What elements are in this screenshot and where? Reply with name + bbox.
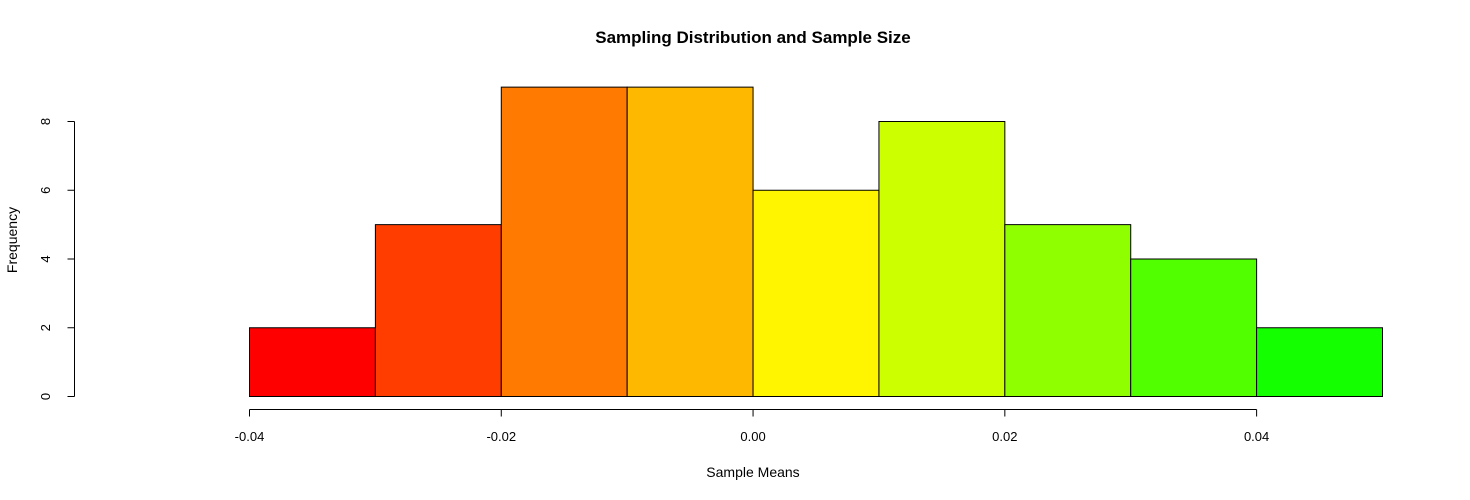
histogram-bar-1 <box>249 327 376 397</box>
y-tick-label-5: 8 <box>38 118 53 125</box>
histogram-bar-8 <box>1130 258 1258 397</box>
y-tick-label-2: 2 <box>38 324 53 331</box>
y-tick-label-1: 0 <box>38 393 53 400</box>
x-tick-label-5: 0.04 <box>1244 429 1269 444</box>
x-tick-label-4: 0.02 <box>992 429 1017 444</box>
bars-group <box>249 86 1383 397</box>
histogram-bar-9 <box>1256 327 1383 397</box>
x-tick-label-2: -0.02 <box>486 429 516 444</box>
histogram-bar-7 <box>1004 224 1132 397</box>
x-axis-label: Sample Means <box>706 464 799 480</box>
y-tick-label-3: 4 <box>38 255 53 262</box>
chart-title: Sampling Distribution and Sample Size <box>595 28 911 47</box>
x-tick-label-1: -0.04 <box>235 429 265 444</box>
y-tick-label-4: 6 <box>38 187 53 194</box>
x-tick-label-3: 0.00 <box>740 429 765 444</box>
histogram-bar-6 <box>878 121 1006 397</box>
histogram-bar-4 <box>626 86 754 397</box>
histogram-bar-2 <box>374 224 502 397</box>
y-axis-label: Frequency <box>4 207 20 273</box>
y-axis: 0 2 4 6 8 <box>38 118 75 400</box>
x-axis: -0.04 -0.02 0.00 0.02 0.04 <box>235 409 1269 444</box>
histogram-bar-5 <box>752 189 880 397</box>
histogram-bar-3 <box>500 86 628 397</box>
